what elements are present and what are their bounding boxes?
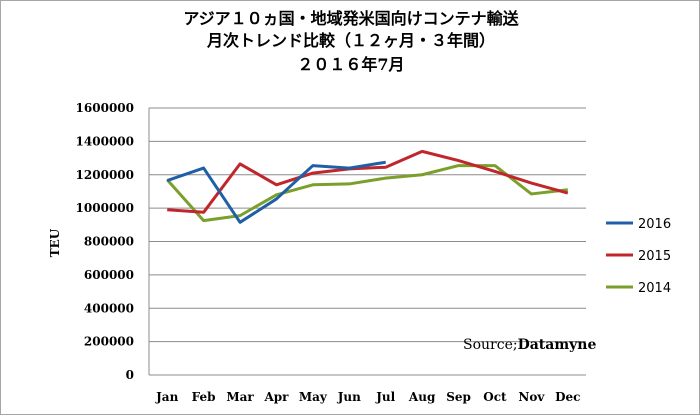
chart-title-line-2: 月次トレンド比較（１２ヶ月・３年間） xyxy=(206,31,495,50)
x-tick-label: Apr xyxy=(263,390,289,404)
source-name: Datamyne xyxy=(518,337,597,353)
y-tick-label: 800000 xyxy=(84,235,134,249)
x-tick-label: Jul xyxy=(375,390,395,404)
x-tick-label: Jun xyxy=(337,390,361,404)
source-annotation: Source;Datamyne xyxy=(463,337,596,353)
y-tick-label: 1600000 xyxy=(76,101,134,115)
y-tick-labels: 0 200000 400000 600000 800000 1000000 1200000 1… xyxy=(76,101,134,382)
source-prefix: Source; xyxy=(463,337,518,353)
y-tick-label: 200000 xyxy=(84,335,134,349)
x-tick-label: Nov xyxy=(518,390,545,404)
x-tick-label: Oct xyxy=(483,390,507,404)
y-tick-label: 400000 xyxy=(84,301,134,315)
series-line-2015 xyxy=(167,149,569,214)
x-tick-label: Jan xyxy=(155,390,178,404)
y-axis-label: TEU xyxy=(48,228,62,257)
y-tick-label: 1200000 xyxy=(76,168,134,182)
legend: 2016 2015 2014 xyxy=(606,217,671,296)
x-tick-label: Aug xyxy=(408,390,436,404)
x-tick-label: Mar xyxy=(226,390,254,404)
legend-label-2016: 2016 xyxy=(638,217,671,232)
chart-title-line-3: ２０１６年7月 xyxy=(297,55,405,74)
x-tick-label: Sep xyxy=(446,390,471,404)
y-tick-label: 1400000 xyxy=(76,134,134,148)
x-tick-label: May xyxy=(299,390,328,404)
axes xyxy=(148,108,586,376)
y-tick-label: 0 xyxy=(126,368,134,382)
y-tick-label: 1000000 xyxy=(76,201,134,215)
series-line-2016 xyxy=(166,160,386,224)
legend-label-2015: 2015 xyxy=(638,249,671,264)
x-tick-label: Feb xyxy=(192,390,216,404)
x-tick-label: Dec xyxy=(555,390,580,404)
legend-label-2014: 2014 xyxy=(638,281,671,296)
series-lines xyxy=(166,149,569,224)
x-tick-labels: Jan Feb Mar Apr May Jun Jul Aug Sep Oct Nov Dec xyxy=(155,390,580,404)
chart-title-line-1: アジア１０ヵ国・地域発米国向けコンテナ輸送 xyxy=(183,9,519,28)
y-tick-label: 600000 xyxy=(84,268,134,282)
series-line-2014 xyxy=(166,164,568,223)
grid-lines xyxy=(149,107,586,343)
